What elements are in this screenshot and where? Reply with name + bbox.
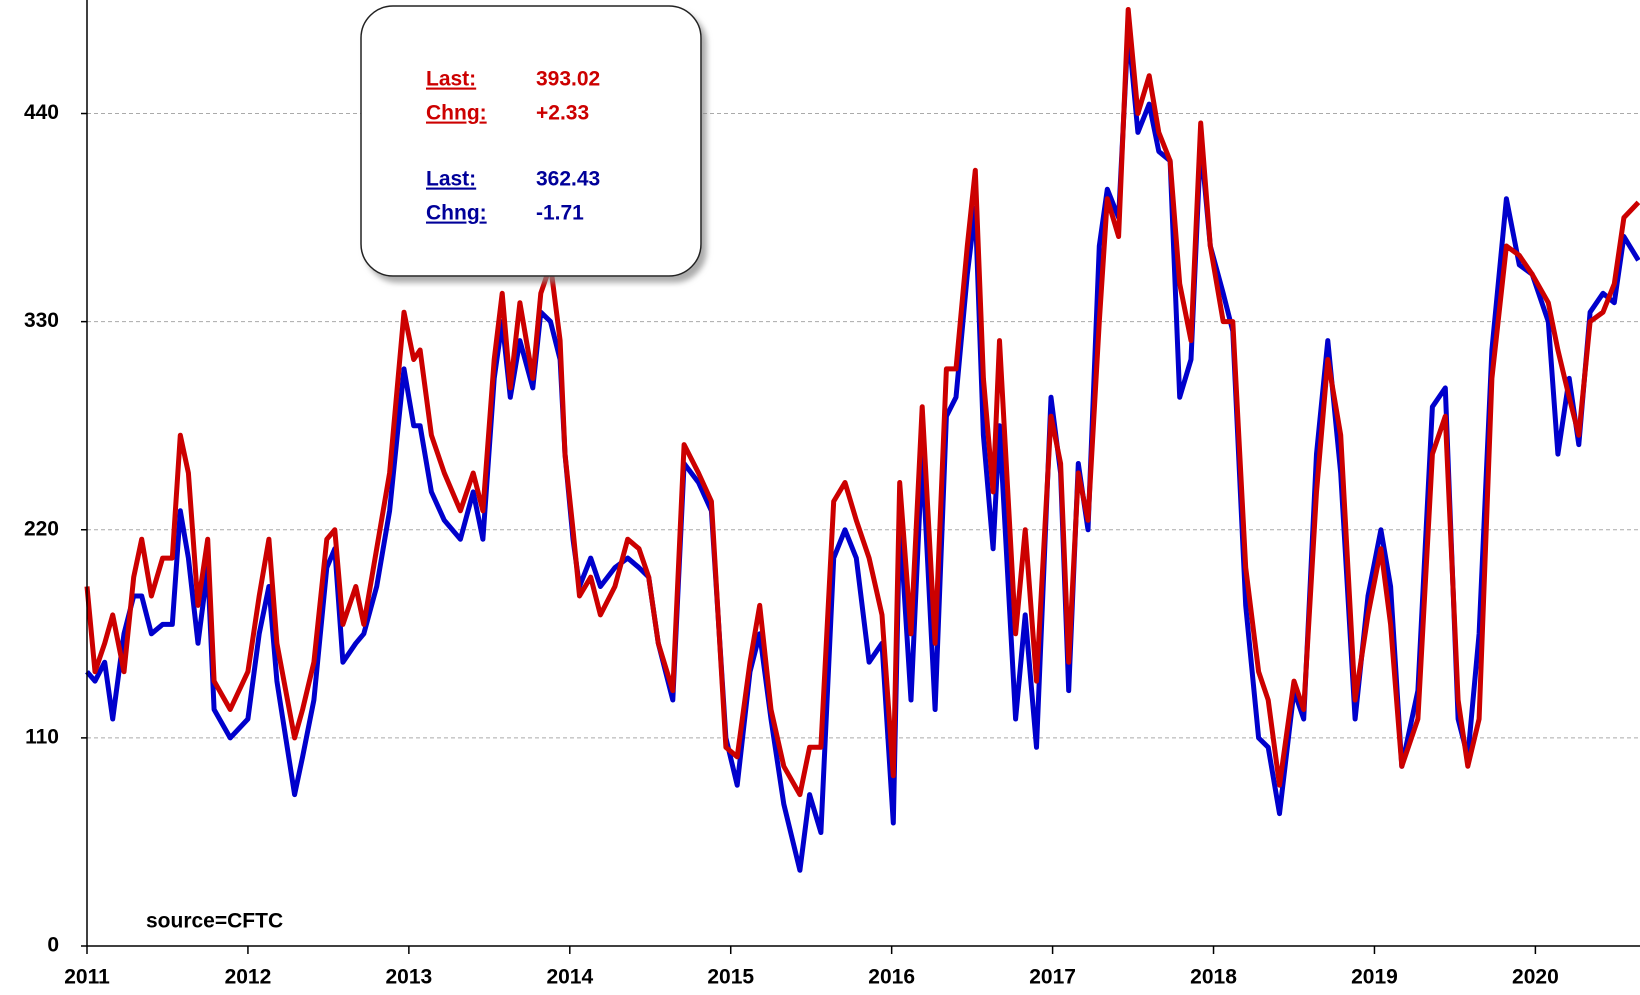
info-box — [360, 5, 702, 277]
info-label: Chng: — [426, 202, 487, 225]
y-tick-label: 440 — [24, 101, 59, 124]
y-tick-label: 330 — [24, 309, 59, 332]
x-tick-label: 2020 — [1512, 966, 1559, 989]
x-tick-label: 2018 — [1190, 966, 1237, 989]
axes: 0 110 220 330 440 2011 2012 2013 2014 2015 2016 201… — [24, 0, 1640, 989]
x-tick-label: 2011 — [64, 966, 110, 989]
info-label: Last: — [426, 168, 476, 191]
info-box-text: Last: 393.02 Chng: +2.33 Last: 362.43 Chng: -1.… — [426, 68, 600, 225]
source-note: source=CFTC — [146, 910, 283, 933]
info-value: +2.33 — [536, 102, 589, 125]
y-tick-label: 220 — [24, 517, 59, 540]
info-value: 362.43 — [536, 168, 600, 191]
series-line — [85, 25, 1640, 873]
y-tick-label: 0 — [47, 934, 59, 957]
info-value: -1.71 — [536, 202, 584, 225]
y-tick-label: 110 — [25, 725, 59, 748]
x-tick-label: 2019 — [1351, 966, 1398, 989]
x-tick-label: 2015 — [707, 966, 754, 989]
info-label: Chng: — [426, 102, 487, 125]
x-tick-label: 2014 — [546, 966, 593, 989]
x-tick-label: 2013 — [386, 966, 433, 989]
lines — [84, 7, 1640, 873]
x-tick-label: 2012 — [225, 966, 272, 989]
info-value: 393.02 — [536, 68, 600, 91]
x-tick-label: 2017 — [1029, 966, 1076, 989]
series-line — [84, 7, 1640, 798]
info-label: Last: — [426, 68, 476, 91]
x-tick-label: 2016 — [868, 966, 915, 989]
